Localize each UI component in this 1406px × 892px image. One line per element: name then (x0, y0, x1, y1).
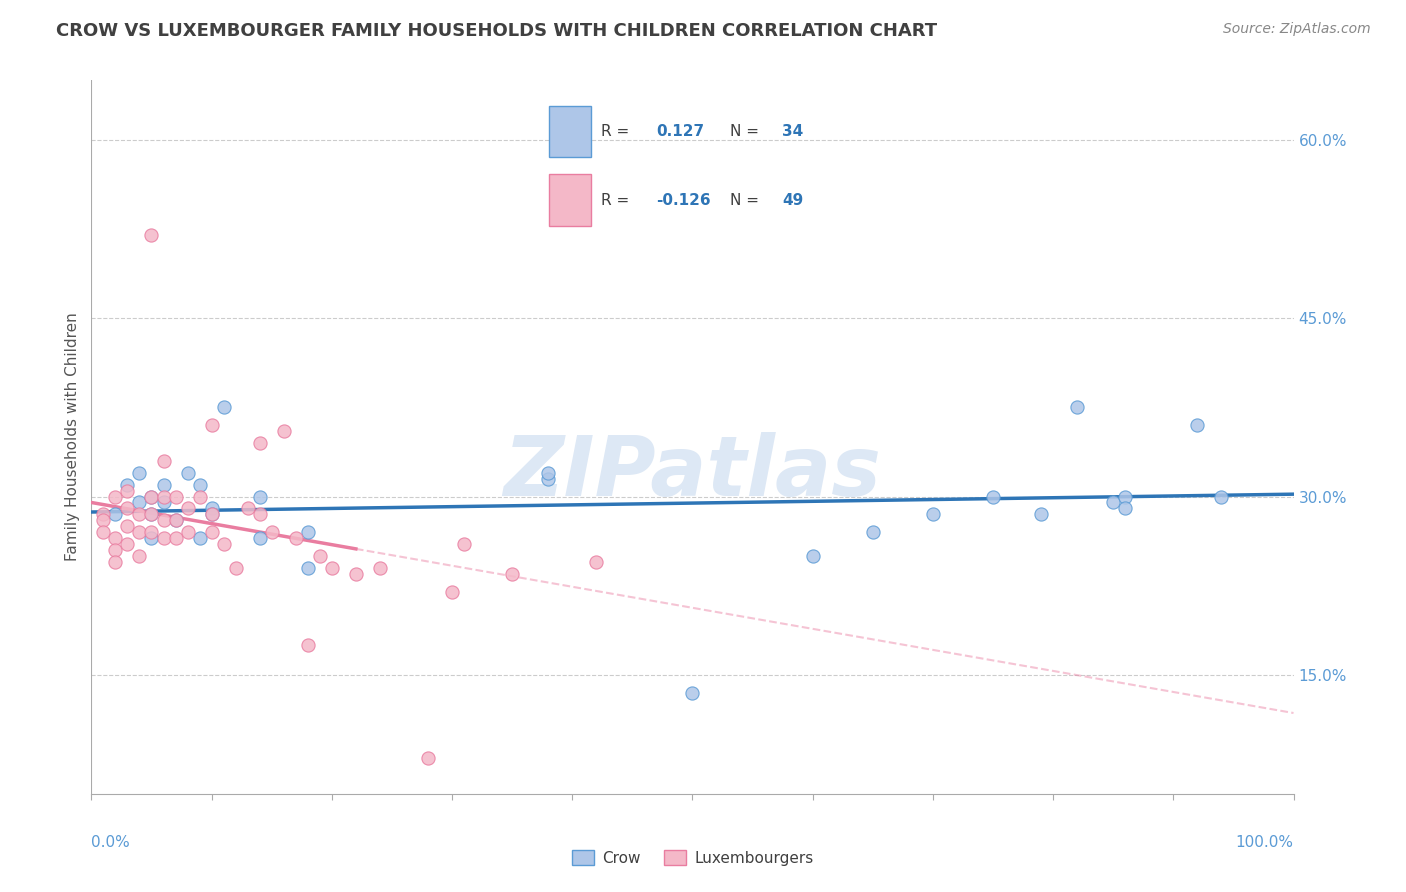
Point (93, 508, 115, 522)
Text: ZIPatlas: ZIPatlas (503, 433, 882, 513)
Point (321, 561, 343, 575)
Point (297, 525, 319, 540)
Point (128, 549, 150, 563)
Point (1187, 418, 1209, 433)
Point (981, 490, 1004, 504)
Point (117, 477, 139, 491)
Point (141, 531, 163, 545)
Point (141, 508, 163, 522)
Point (165, 531, 187, 545)
Point (681, 686, 703, 700)
Point (201, 418, 224, 433)
Point (201, 508, 224, 522)
Point (1029, 508, 1052, 522)
Point (117, 519, 139, 533)
Point (165, 513, 187, 527)
Point (152, 477, 174, 491)
Point (260, 525, 283, 540)
Point (117, 501, 139, 516)
Point (236, 501, 259, 516)
Point (249, 490, 271, 504)
Point (152, 531, 174, 545)
Point (128, 466, 150, 480)
Point (201, 501, 224, 516)
Point (368, 561, 391, 575)
Point (152, 513, 174, 527)
Point (537, 466, 560, 480)
Point (104, 490, 127, 504)
Point (128, 525, 150, 540)
Point (188, 490, 211, 504)
Point (152, 490, 174, 504)
Point (501, 566, 523, 581)
Point (1211, 490, 1233, 504)
Point (1066, 401, 1088, 415)
Point (128, 495, 150, 509)
Point (165, 490, 187, 504)
Point (801, 549, 824, 563)
Point (176, 466, 198, 480)
Text: Source: ZipAtlas.com: Source: ZipAtlas.com (1223, 22, 1371, 37)
Point (152, 495, 174, 509)
Point (117, 483, 139, 498)
Point (212, 401, 235, 415)
Point (249, 436, 271, 450)
Y-axis label: Family Households with Children: Family Households with Children (65, 313, 80, 561)
Point (1114, 490, 1136, 504)
Point (201, 525, 224, 540)
Point (249, 508, 271, 522)
Point (128, 508, 150, 522)
Point (922, 508, 945, 522)
Point (117, 537, 139, 551)
Point (152, 454, 174, 468)
Point (416, 751, 439, 765)
Point (537, 472, 560, 486)
Text: 0.0%: 0.0% (91, 836, 131, 850)
Point (1102, 495, 1125, 509)
Point (141, 227, 163, 242)
Point (225, 561, 247, 575)
Point (176, 525, 198, 540)
Point (308, 549, 330, 563)
Point (188, 477, 211, 491)
Point (862, 525, 884, 540)
Point (165, 513, 187, 527)
Point (297, 638, 319, 652)
Point (297, 561, 319, 575)
Point (201, 508, 224, 522)
Point (440, 584, 463, 599)
Point (141, 525, 163, 540)
Point (141, 490, 163, 504)
Point (249, 531, 271, 545)
Point (284, 531, 307, 545)
Point (453, 537, 475, 551)
Point (188, 531, 211, 545)
Point (141, 508, 163, 522)
Point (585, 555, 607, 569)
Point (1114, 501, 1136, 516)
Point (176, 501, 198, 516)
Point (141, 490, 163, 504)
Point (104, 555, 127, 569)
Point (93, 513, 115, 527)
Text: 100.0%: 100.0% (1236, 836, 1294, 850)
Point (104, 508, 127, 522)
Point (344, 566, 367, 581)
Point (104, 543, 127, 558)
Point (273, 424, 295, 438)
Legend: Crow, Luxembourgers: Crow, Luxembourgers (565, 844, 820, 871)
Point (104, 531, 127, 545)
Point (212, 537, 235, 551)
Text: CROW VS LUXEMBOURGER FAMILY HOUSEHOLDS WITH CHILDREN CORRELATION CHART: CROW VS LUXEMBOURGER FAMILY HOUSEHOLDS W… (56, 22, 938, 40)
Point (93, 525, 115, 540)
